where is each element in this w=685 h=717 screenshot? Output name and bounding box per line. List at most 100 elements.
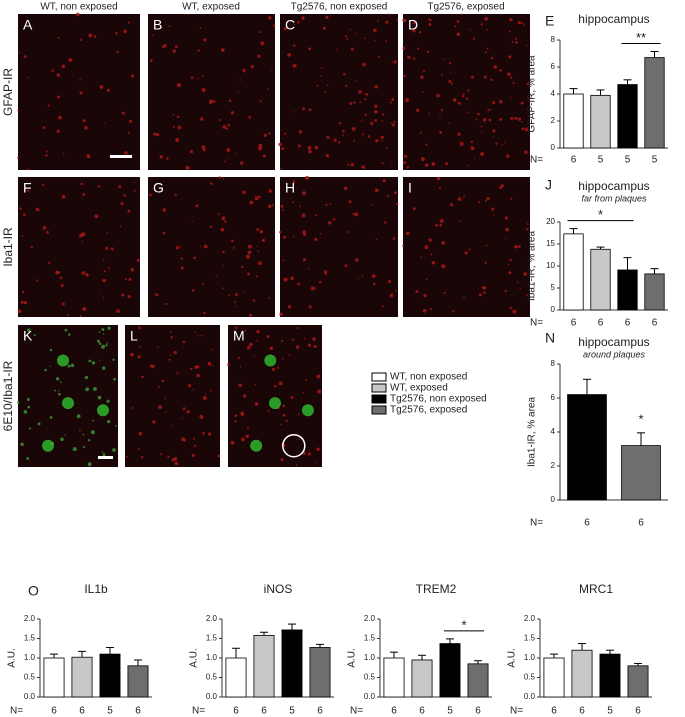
stain-dot <box>287 52 291 57</box>
stain-dot <box>199 27 202 30</box>
y-tick-label: 0.0 <box>206 692 218 701</box>
stain-dot <box>424 245 429 250</box>
legend-swatch <box>371 372 387 382</box>
stain-dot <box>493 65 498 69</box>
stain-dot <box>27 405 31 409</box>
stain-dot <box>28 427 32 430</box>
stain-dot <box>253 354 255 356</box>
stain-dot <box>292 201 294 204</box>
stain-dot <box>290 276 294 280</box>
significance: * <box>638 411 643 426</box>
stain-dot <box>457 101 461 105</box>
stain-dot <box>37 422 41 426</box>
stain-dot <box>106 88 110 92</box>
count: 6 <box>419 706 425 717</box>
stain-dot <box>271 204 274 207</box>
stain-dot <box>322 26 326 30</box>
stain-dot <box>316 374 321 379</box>
stain-dot <box>350 162 355 167</box>
stain-dot <box>282 413 286 417</box>
stain-dot <box>49 365 51 367</box>
stain-dot <box>332 217 336 221</box>
stain-dot <box>442 58 445 60</box>
stain-dot <box>209 100 213 105</box>
stain-dot <box>217 454 221 458</box>
stain-dot <box>227 123 231 127</box>
stain-dot <box>370 121 374 126</box>
y-tick-label: 2 <box>551 461 556 470</box>
stain-dot <box>325 15 329 19</box>
stain-dot <box>56 129 60 133</box>
panel-letter: L <box>130 328 138 344</box>
count: 6 <box>79 706 85 717</box>
stain-dot <box>91 361 96 365</box>
stain-dot <box>171 424 174 427</box>
column-header: WT, non exposed <box>40 2 117 13</box>
y-tick-label: 1.5 <box>206 634 218 643</box>
stain-dot <box>314 287 317 290</box>
stain-dot <box>102 278 106 283</box>
stain-dot <box>508 30 511 33</box>
stain-dot <box>64 434 66 436</box>
stain-dot <box>374 188 379 193</box>
stain-dot <box>29 182 32 185</box>
stain-dot <box>161 379 165 383</box>
stain-dot <box>412 28 415 31</box>
panel-letter: M <box>233 328 245 344</box>
stain-dot <box>423 294 427 298</box>
stain-dot <box>23 409 28 414</box>
stain-dot <box>249 200 254 205</box>
stain-dot <box>48 261 51 264</box>
bar <box>71 656 93 698</box>
count-label: N= <box>10 706 23 717</box>
stain-dot <box>209 225 212 228</box>
stain-dot <box>243 394 247 398</box>
stain-dot <box>427 18 430 20</box>
stain-dot <box>364 98 367 101</box>
stain-dot <box>452 98 457 102</box>
stain-dot <box>475 118 478 121</box>
stain-dot <box>137 355 141 359</box>
stain-dot <box>449 71 452 73</box>
panel-letter: I <box>408 180 412 196</box>
y-tick-label: 6 <box>551 62 556 71</box>
stain-dot <box>82 433 85 436</box>
stain-dot <box>259 230 263 234</box>
scale-bar <box>98 456 113 459</box>
stain-dot <box>526 294 529 297</box>
stain-dot <box>125 278 128 280</box>
stain-dot <box>435 224 438 227</box>
stain-dot <box>484 16 489 21</box>
stain-dot <box>290 395 294 399</box>
stain-dot <box>230 111 235 115</box>
stain-dot <box>167 455 170 458</box>
stain-dot <box>282 404 286 408</box>
panel-letter: J <box>545 177 552 193</box>
stain-dot <box>164 397 166 400</box>
count-label: N= <box>530 518 543 529</box>
stain-dot <box>246 345 251 350</box>
stain-dot <box>228 294 230 297</box>
stain-dot <box>181 437 186 442</box>
stain-dot <box>406 231 410 236</box>
stain-dot <box>508 271 512 275</box>
y-tick-label: 2.0 <box>364 614 376 623</box>
stain-dot <box>127 295 131 299</box>
stain-dot <box>362 62 366 67</box>
y-tick-label: 1.5 <box>24 634 36 643</box>
count: 5 <box>607 706 613 717</box>
y-tick-label: 2.0 <box>206 614 218 623</box>
stain-dot <box>393 120 396 123</box>
stain-dot <box>64 328 68 332</box>
y-tick-label: 0.5 <box>206 673 218 682</box>
stain-dot <box>337 141 341 144</box>
stain-dot <box>499 68 502 72</box>
stain-dot <box>20 300 24 304</box>
bar <box>590 94 611 149</box>
stain-dot <box>105 344 108 347</box>
stain-dot <box>169 331 172 334</box>
micrograph <box>403 177 530 317</box>
stain-dot <box>485 199 488 202</box>
stain-dot <box>302 191 306 196</box>
stain-dot <box>130 352 134 357</box>
